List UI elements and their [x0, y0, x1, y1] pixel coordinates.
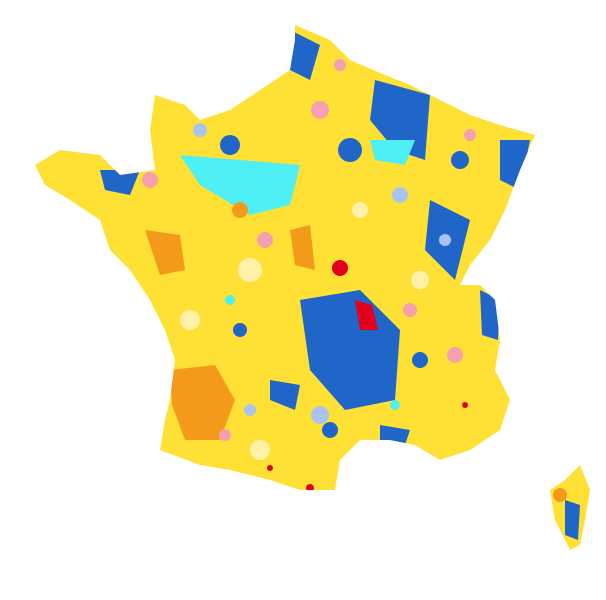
orange-regions	[145, 202, 567, 502]
red-regions	[267, 260, 468, 492]
cyan-regions	[180, 140, 415, 410]
pale-yellow-regions	[180, 202, 429, 460]
pink-regions	[142, 59, 476, 441]
light-blue-regions	[193, 123, 451, 424]
